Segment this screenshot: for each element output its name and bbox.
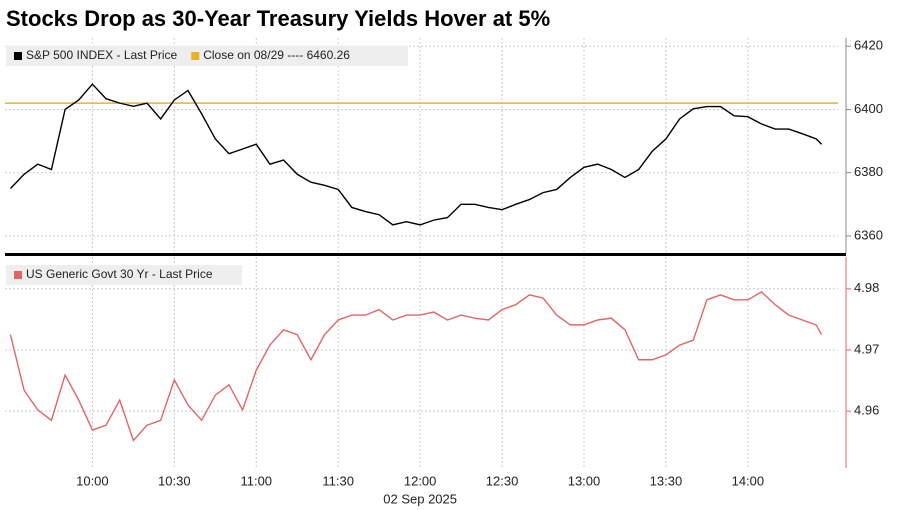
x-tick-label: 13:00 [568, 473, 601, 488]
series-line [9, 290, 823, 442]
legend-label: Close on 08/29 ---- 6460.26 [203, 48, 350, 62]
series-line [9, 83, 823, 226]
y-tick-label: 6420 [854, 38, 883, 53]
legend-background [6, 265, 242, 285]
x-tick-label: 12:00 [404, 473, 437, 488]
legend-label: US Generic Govt 30 Yr - Last Price [26, 267, 213, 281]
y-tick-label: 6360 [854, 227, 883, 242]
x-tick-label: 11:30 [322, 473, 354, 488]
x-axis-label: 02 Sep 2025 [383, 491, 457, 506]
x-tick-label: 14:00 [732, 473, 765, 488]
legend-background [6, 46, 408, 66]
y-tick-label: 4.98 [854, 280, 879, 295]
y-tick-label: 4.97 [854, 341, 879, 356]
legend-label: S&P 500 INDEX - Last Price [26, 48, 178, 62]
x-tick-label: 12:30 [486, 473, 519, 488]
y-tick-label: 6380 [854, 164, 883, 179]
x-tick-label: 10:00 [76, 473, 109, 488]
panel-separator [5, 253, 846, 256]
x-tick-label: 11:00 [240, 473, 272, 488]
legend-swatch [14, 52, 22, 60]
y-tick-label: 6400 [854, 101, 883, 116]
x-tick-label: 10:30 [158, 473, 191, 488]
x-tick-label: 13:30 [650, 473, 683, 488]
legend-swatch [14, 271, 22, 279]
legend-swatch [191, 52, 200, 60]
chart-title: Stocks Drop as 30-Year Treasury Yields H… [6, 6, 550, 31]
y-tick-label: 4.96 [854, 403, 879, 418]
